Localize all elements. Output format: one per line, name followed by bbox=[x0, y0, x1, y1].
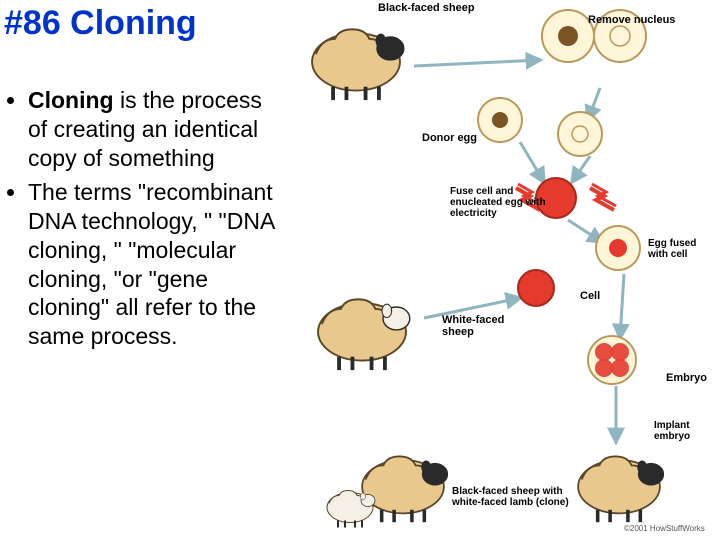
cell-donor_egg1 bbox=[542, 10, 594, 62]
cell-cell_red bbox=[518, 270, 554, 306]
cloning-diagram: Black-faced sheep Remove nucleus Donor egg… bbox=[280, 2, 720, 538]
bullet-2-rest: The terms "recombinant DNA technology, "… bbox=[28, 179, 274, 349]
label-black_faced_sheep: Black-faced sheep bbox=[378, 2, 475, 14]
cell-donor_egg_moved bbox=[478, 98, 522, 142]
black-faced-sheep-donor bbox=[296, 16, 416, 102]
label-remove_nucleus: Remove nucleus bbox=[588, 14, 675, 26]
white-faced-sheep bbox=[302, 286, 422, 372]
copyright-text: ©2001 HowStuffWorks bbox=[624, 524, 705, 533]
bullet-2: The terms "recombinant DNA technology, "… bbox=[28, 178, 280, 351]
flow-arrow bbox=[572, 156, 590, 182]
label-donor_egg: Donor egg bbox=[422, 132, 477, 144]
label-white_faced_sheep: White-faced sheep bbox=[442, 314, 522, 338]
label-fuse: Fuse cell and enucleated egg with electr… bbox=[450, 186, 560, 219]
label-embryo: Embryo bbox=[666, 372, 707, 384]
flow-arrow bbox=[414, 60, 540, 66]
bullet-1-bold: Cloning bbox=[28, 87, 114, 113]
label-implant_embryo: Implant embryo bbox=[654, 420, 714, 442]
lamb-clone bbox=[320, 482, 380, 530]
cell-enucleated bbox=[558, 112, 602, 156]
flow-arrow bbox=[620, 274, 624, 338]
label-result: Black-faced sheep with white-faced lamb … bbox=[452, 486, 572, 508]
bullet-list: Cloning is the process of creating an id… bbox=[6, 86, 280, 357]
label-cell: Cell bbox=[580, 290, 600, 302]
page-title: #86 Cloning bbox=[4, 4, 197, 43]
black-faced-sheep-surrogate bbox=[564, 444, 674, 524]
flow-arrow bbox=[520, 142, 544, 182]
cell-embryo bbox=[588, 336, 636, 384]
bullet-1: Cloning is the process of creating an id… bbox=[28, 86, 280, 172]
cell-egg_fused bbox=[596, 226, 640, 270]
flow-arrow bbox=[568, 220, 602, 242]
label-egg_fused: Egg fused with cell bbox=[648, 238, 718, 260]
